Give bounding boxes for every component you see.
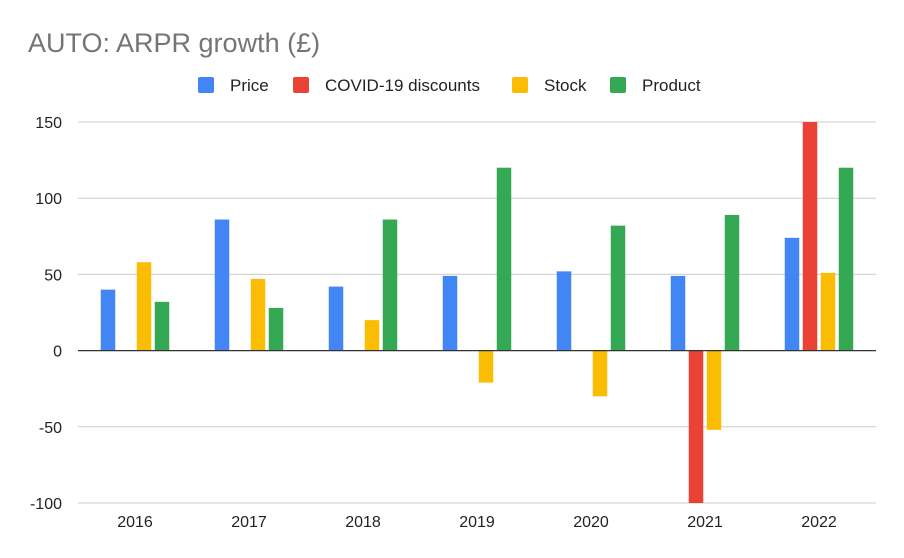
bar-stock-2018 [364,320,380,351]
x-tick-label: 2018 [345,514,381,531]
legend-swatch-2 [512,77,528,93]
x-tick-label: 2020 [573,514,609,531]
bar-price-2022 [784,237,800,351]
gridlines [78,121,876,504]
legend: Price COVID-19 discounts Stock Product [198,76,701,95]
x-tick-label: 2019 [459,514,495,531]
bar-price-2018 [328,286,344,351]
x-tick-label: 2016 [117,514,153,531]
legend-swatch-3 [610,77,626,93]
bar-product-2016 [154,301,170,351]
y-tick-label: -50 [39,420,62,437]
bar-price-2017 [214,219,230,351]
x-axis: 2016 2017 2018 2019 2020 2021 2022 [78,349,876,531]
bar-product-2022 [838,167,854,351]
y-tick-label: 150 [35,115,62,132]
bar-product-2017 [268,307,284,351]
legend-swatch-1 [293,77,309,93]
bar-stock-2020 [592,350,608,397]
bar-product-2019 [496,167,512,351]
x-tick-label: 2017 [231,514,267,531]
bars [100,122,854,503]
legend-label-1: COVID-19 discounts [325,76,480,95]
y-tick-label: -100 [30,496,62,513]
bar-product-2021 [724,214,740,351]
y-tick-label: 0 [53,344,62,361]
bar-price-2016 [100,289,116,351]
chart-title: AUTO: ARPR growth (£) [28,28,320,58]
legend-swatch-0 [198,77,214,93]
bar-stock-2017 [250,278,266,351]
bar-covid-19-discounts-2022 [802,122,818,351]
legend-label-3: Product [642,76,701,95]
bar-stock-2021 [706,350,722,430]
y-tick-label: 100 [35,191,62,208]
bar-covid-19-discounts-2021 [688,350,704,503]
x-tick-label: 2021 [687,514,723,531]
legend-label-0: Price [230,76,269,95]
x-tick-label: 2022 [801,514,837,531]
bar-price-2021 [670,275,686,351]
bar-stock-2016 [136,262,152,351]
bar-product-2018 [382,219,398,351]
legend-label-2: Stock [544,76,587,95]
bar-product-2020 [610,225,626,351]
y-tick-label: 50 [44,267,62,284]
y-axis: 150 100 50 0 -50 -100 [30,115,62,513]
bar-price-2020 [556,271,572,351]
bar-price-2019 [442,275,458,351]
bar-stock-2022 [820,272,836,351]
bar-stock-2019 [478,350,494,383]
